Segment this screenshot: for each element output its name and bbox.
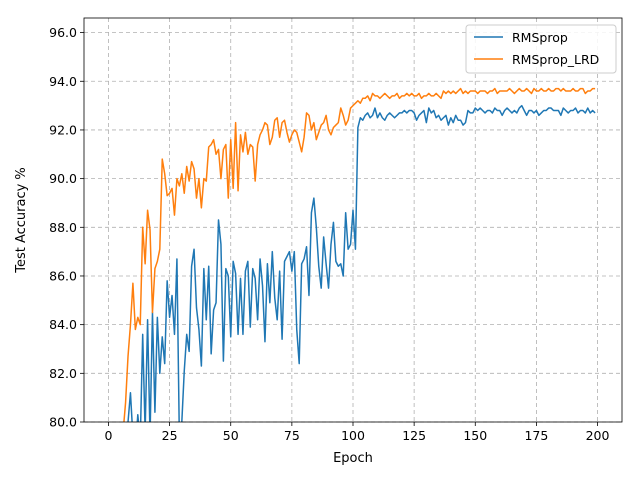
x-tick-label: 25 [162,428,178,443]
y-tick-label: 80.0 [49,415,77,430]
x-tick-label: 0 [104,428,112,443]
legend: RMSprop RMSprop_LRD [465,24,617,74]
y-tick-label: 96.0 [49,25,77,40]
y-tick-label: 82.0 [49,366,77,381]
series-line-rmsprop [127,104,596,422]
x-axis-label: Epoch [333,451,373,466]
y-tick-label: 94.0 [49,74,77,89]
y-tick-label: 84.0 [49,317,77,332]
x-tick-label: 200 [586,428,610,443]
x-tick-label: 125 [402,428,426,443]
y-tick-label: 90.0 [49,171,77,186]
x-tick-label: 50 [223,428,239,443]
y-axis-label: Test Accuracy % [14,167,29,274]
x-tick-label: 150 [463,428,487,443]
series-line-rmsprop-lrd [123,87,596,422]
y-tick-label: 86.0 [49,268,77,283]
x-axis-ticks: 0 25 50 75 100 125 150 175 200 [104,422,610,443]
x-tick-label: 100 [341,428,365,443]
legend-box [465,24,617,74]
series-layer [123,87,596,422]
legend-label-rmsprop-lrd: RMSprop_LRD [512,52,599,67]
y-axis-ticks: 80.0 82.0 84.0 86.0 88.0 90.0 92.0 94.0 96.0 [49,25,84,430]
y-tick-label: 92.0 [49,122,77,137]
y-tick-label: 88.0 [49,220,77,235]
legend-label-rmsprop: RMSprop [512,30,568,45]
grid [84,18,622,423]
x-tick-label: 175 [524,428,548,443]
x-tick-label: 75 [284,428,300,443]
